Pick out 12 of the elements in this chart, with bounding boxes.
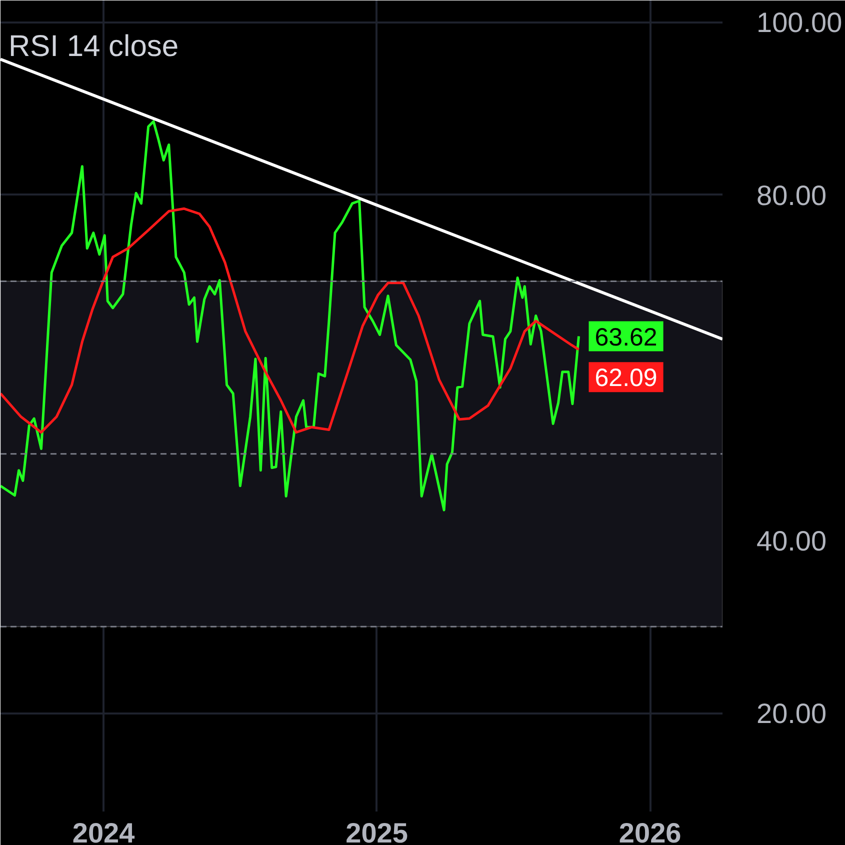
y-tick-label: 80.00 bbox=[756, 180, 827, 211]
y-tick-label: 100.00 bbox=[756, 7, 842, 38]
x-tick-label: 2026 bbox=[618, 818, 682, 845]
line-series bbox=[0, 120, 580, 512]
x-tick-label: 2024 bbox=[72, 818, 136, 845]
y-tick-label: 20.00 bbox=[756, 698, 827, 730]
y-tick-label: 40.00 bbox=[756, 525, 827, 556]
data-label: 63.62 bbox=[594, 323, 658, 352]
data-label: 62.09 bbox=[594, 364, 658, 392]
x-tick-label: 2025 bbox=[346, 818, 408, 845]
text: RSI 14 close bbox=[8, 30, 179, 63]
line-series bbox=[0, 207, 580, 434]
